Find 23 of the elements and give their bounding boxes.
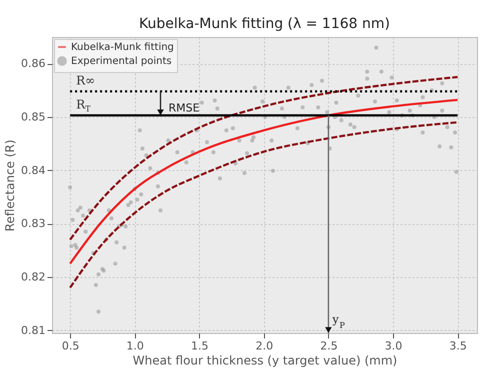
y-axis-title: Reflectance (R)	[3, 140, 18, 232]
x-tick-label: 3.5	[449, 340, 467, 352]
line-series	[68, 98, 459, 265]
x-tick-label: 3.0	[384, 340, 402, 352]
legend-label: Experimental points	[71, 56, 172, 67]
legend-label: Kubelka-Munk fitting	[71, 42, 174, 53]
x-tick-label: 2.5	[320, 340, 338, 352]
line-series	[68, 121, 459, 289]
annotation: RMSE	[168, 101, 200, 114]
x-tick-label: 0.5	[62, 340, 80, 352]
y-tick-label: 0.85	[21, 110, 46, 124]
y-tick-label: 0.82	[21, 270, 46, 284]
ref-line-label: R∞	[76, 73, 96, 88]
chart-title: Kubelka-Munk fitting (λ = 1168 nm)	[139, 16, 390, 32]
x-axis-title: Wheat flour thickness (y target value) (mm)	[132, 354, 398, 368]
y-tick-label: 0.86	[21, 57, 46, 70]
y-tick-label: 0.84	[21, 164, 46, 177]
x-tick-label: 2.0	[256, 340, 274, 352]
y-tick-label: 0.83	[21, 217, 46, 230]
x-tick-label: 1.0	[126, 340, 144, 352]
x-tick-label: 1.5	[191, 340, 209, 352]
line-series	[68, 76, 459, 241]
y-tick-label: 0.81	[21, 324, 46, 337]
